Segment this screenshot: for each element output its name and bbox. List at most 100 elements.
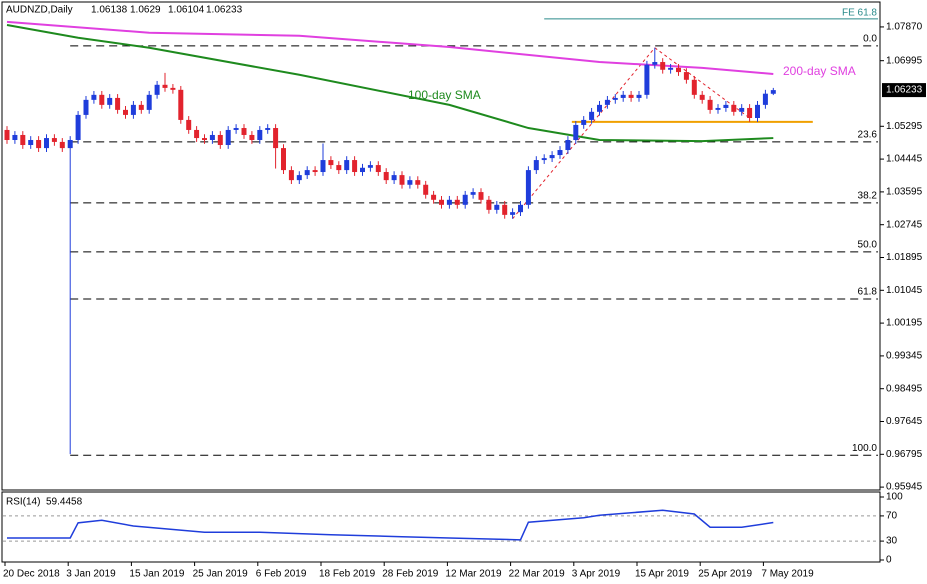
candle-body bbox=[770, 90, 776, 94]
header-value: 1.0629 bbox=[130, 5, 161, 16]
candle-body bbox=[462, 194, 468, 205]
candle-body bbox=[178, 89, 184, 120]
candle-body bbox=[723, 104, 729, 108]
fib-label: 38.2 bbox=[858, 191, 878, 202]
candle-body bbox=[138, 104, 144, 110]
candle-body bbox=[581, 119, 587, 125]
candle-body bbox=[154, 84, 160, 95]
rsi-panel bbox=[1, 491, 881, 563]
candle-body bbox=[683, 72, 689, 80]
trend-line bbox=[512, 47, 656, 220]
y-tick-label: 0.99345 bbox=[886, 351, 923, 362]
candle-body bbox=[423, 184, 429, 195]
rsi-line bbox=[7, 509, 774, 541]
fib-label: 61.8 bbox=[858, 287, 878, 298]
candle-body bbox=[12, 134, 18, 140]
candle-body bbox=[59, 141, 65, 149]
candle-body bbox=[652, 62, 658, 65]
x-tick-label: 12 Mar 2019 bbox=[445, 569, 502, 580]
x-tick-label: 25 Jan 2019 bbox=[193, 569, 248, 580]
candle-body bbox=[399, 175, 405, 185]
y-tick-label: 30 bbox=[886, 536, 898, 547]
candle-body bbox=[202, 138, 207, 140]
candle-body bbox=[636, 94, 642, 98]
y-tick-label: 0.96795 bbox=[886, 449, 923, 460]
candle-body bbox=[415, 180, 421, 185]
rsi-value: 59.4458 bbox=[46, 497, 83, 508]
candle-body bbox=[170, 87, 176, 90]
candle-body bbox=[383, 172, 389, 181]
candle-body bbox=[676, 67, 681, 73]
x-tick-label: 18 Feb 2019 bbox=[319, 569, 376, 580]
y-tick-label: 0 bbox=[886, 555, 892, 566]
candle-body bbox=[446, 199, 452, 205]
candle-body bbox=[304, 170, 310, 176]
candle-body bbox=[691, 79, 697, 95]
candle-body bbox=[344, 160, 350, 171]
candle-body bbox=[604, 99, 610, 105]
y-tick-label: 1.01895 bbox=[886, 252, 923, 263]
y-tick-label: 0.98495 bbox=[886, 383, 923, 394]
candle-body bbox=[367, 165, 373, 168]
candle-body bbox=[557, 150, 563, 156]
last-price-box bbox=[882, 83, 926, 98]
candle-body bbox=[533, 160, 539, 171]
x-tick-label: 15 Apr 2019 bbox=[635, 569, 689, 580]
candle-body bbox=[699, 94, 705, 100]
candle-body bbox=[518, 204, 523, 213]
chart-title: AUDNZD,Daily bbox=[6, 5, 73, 16]
candle-body bbox=[115, 97, 121, 110]
y-tick-label: 1.00195 bbox=[886, 318, 923, 329]
candle-body bbox=[20, 134, 26, 146]
header-value: 1.06104 bbox=[168, 5, 205, 16]
price-panel bbox=[1, 1, 881, 491]
header-value: 1.06138 bbox=[91, 5, 128, 16]
candle-body bbox=[494, 204, 500, 210]
candle-body bbox=[644, 64, 650, 95]
candle-body bbox=[470, 192, 476, 195]
candle-body bbox=[312, 170, 318, 173]
x-tick-label: 22 Mar 2019 bbox=[509, 569, 566, 580]
candle-body bbox=[573, 124, 579, 140]
candle-body bbox=[107, 97, 113, 105]
candle-body bbox=[407, 180, 413, 185]
fib-label: 0.0 bbox=[863, 33, 877, 44]
candle-body bbox=[431, 194, 437, 200]
candle-body bbox=[628, 94, 634, 98]
candle-body bbox=[360, 167, 365, 173]
candle-body bbox=[296, 175, 302, 181]
rsi-title: RSI(14) bbox=[6, 497, 40, 508]
candle-body bbox=[130, 104, 136, 115]
candle-body bbox=[762, 93, 768, 105]
x-tick-label: 7 May 2019 bbox=[761, 569, 814, 580]
fib-label: 100.0 bbox=[852, 443, 877, 454]
candle-body bbox=[478, 192, 484, 200]
candle-body bbox=[352, 160, 358, 173]
y-tick-label: 1.06995 bbox=[886, 55, 923, 66]
header-value: 1.06233 bbox=[206, 5, 243, 16]
candle-body bbox=[4, 129, 10, 140]
y-tick-label: 1.04445 bbox=[886, 154, 923, 165]
candle-body bbox=[194, 129, 200, 139]
candle-body bbox=[660, 62, 666, 70]
candle-body bbox=[707, 99, 713, 110]
candle-body bbox=[589, 111, 595, 120]
sma-label: 200-day SMA bbox=[783, 64, 856, 78]
candle-body bbox=[565, 139, 571, 151]
candle-body bbox=[36, 139, 42, 149]
candle-body bbox=[281, 148, 286, 171]
candle-body bbox=[715, 107, 721, 110]
y-tick-label: 1.07870 bbox=[886, 22, 923, 33]
candle-body bbox=[336, 165, 342, 171]
candle-body bbox=[288, 170, 294, 181]
y-tick-label: 70 bbox=[886, 511, 898, 522]
y-tick-label: 1.05295 bbox=[886, 121, 923, 132]
fib-label: 23.6 bbox=[858, 130, 878, 141]
candle-body bbox=[454, 199, 460, 205]
x-tick-label: 3 Apr 2019 bbox=[572, 569, 621, 580]
candle-body bbox=[375, 165, 381, 173]
candle-body bbox=[91, 94, 97, 100]
candle-body bbox=[225, 129, 231, 146]
